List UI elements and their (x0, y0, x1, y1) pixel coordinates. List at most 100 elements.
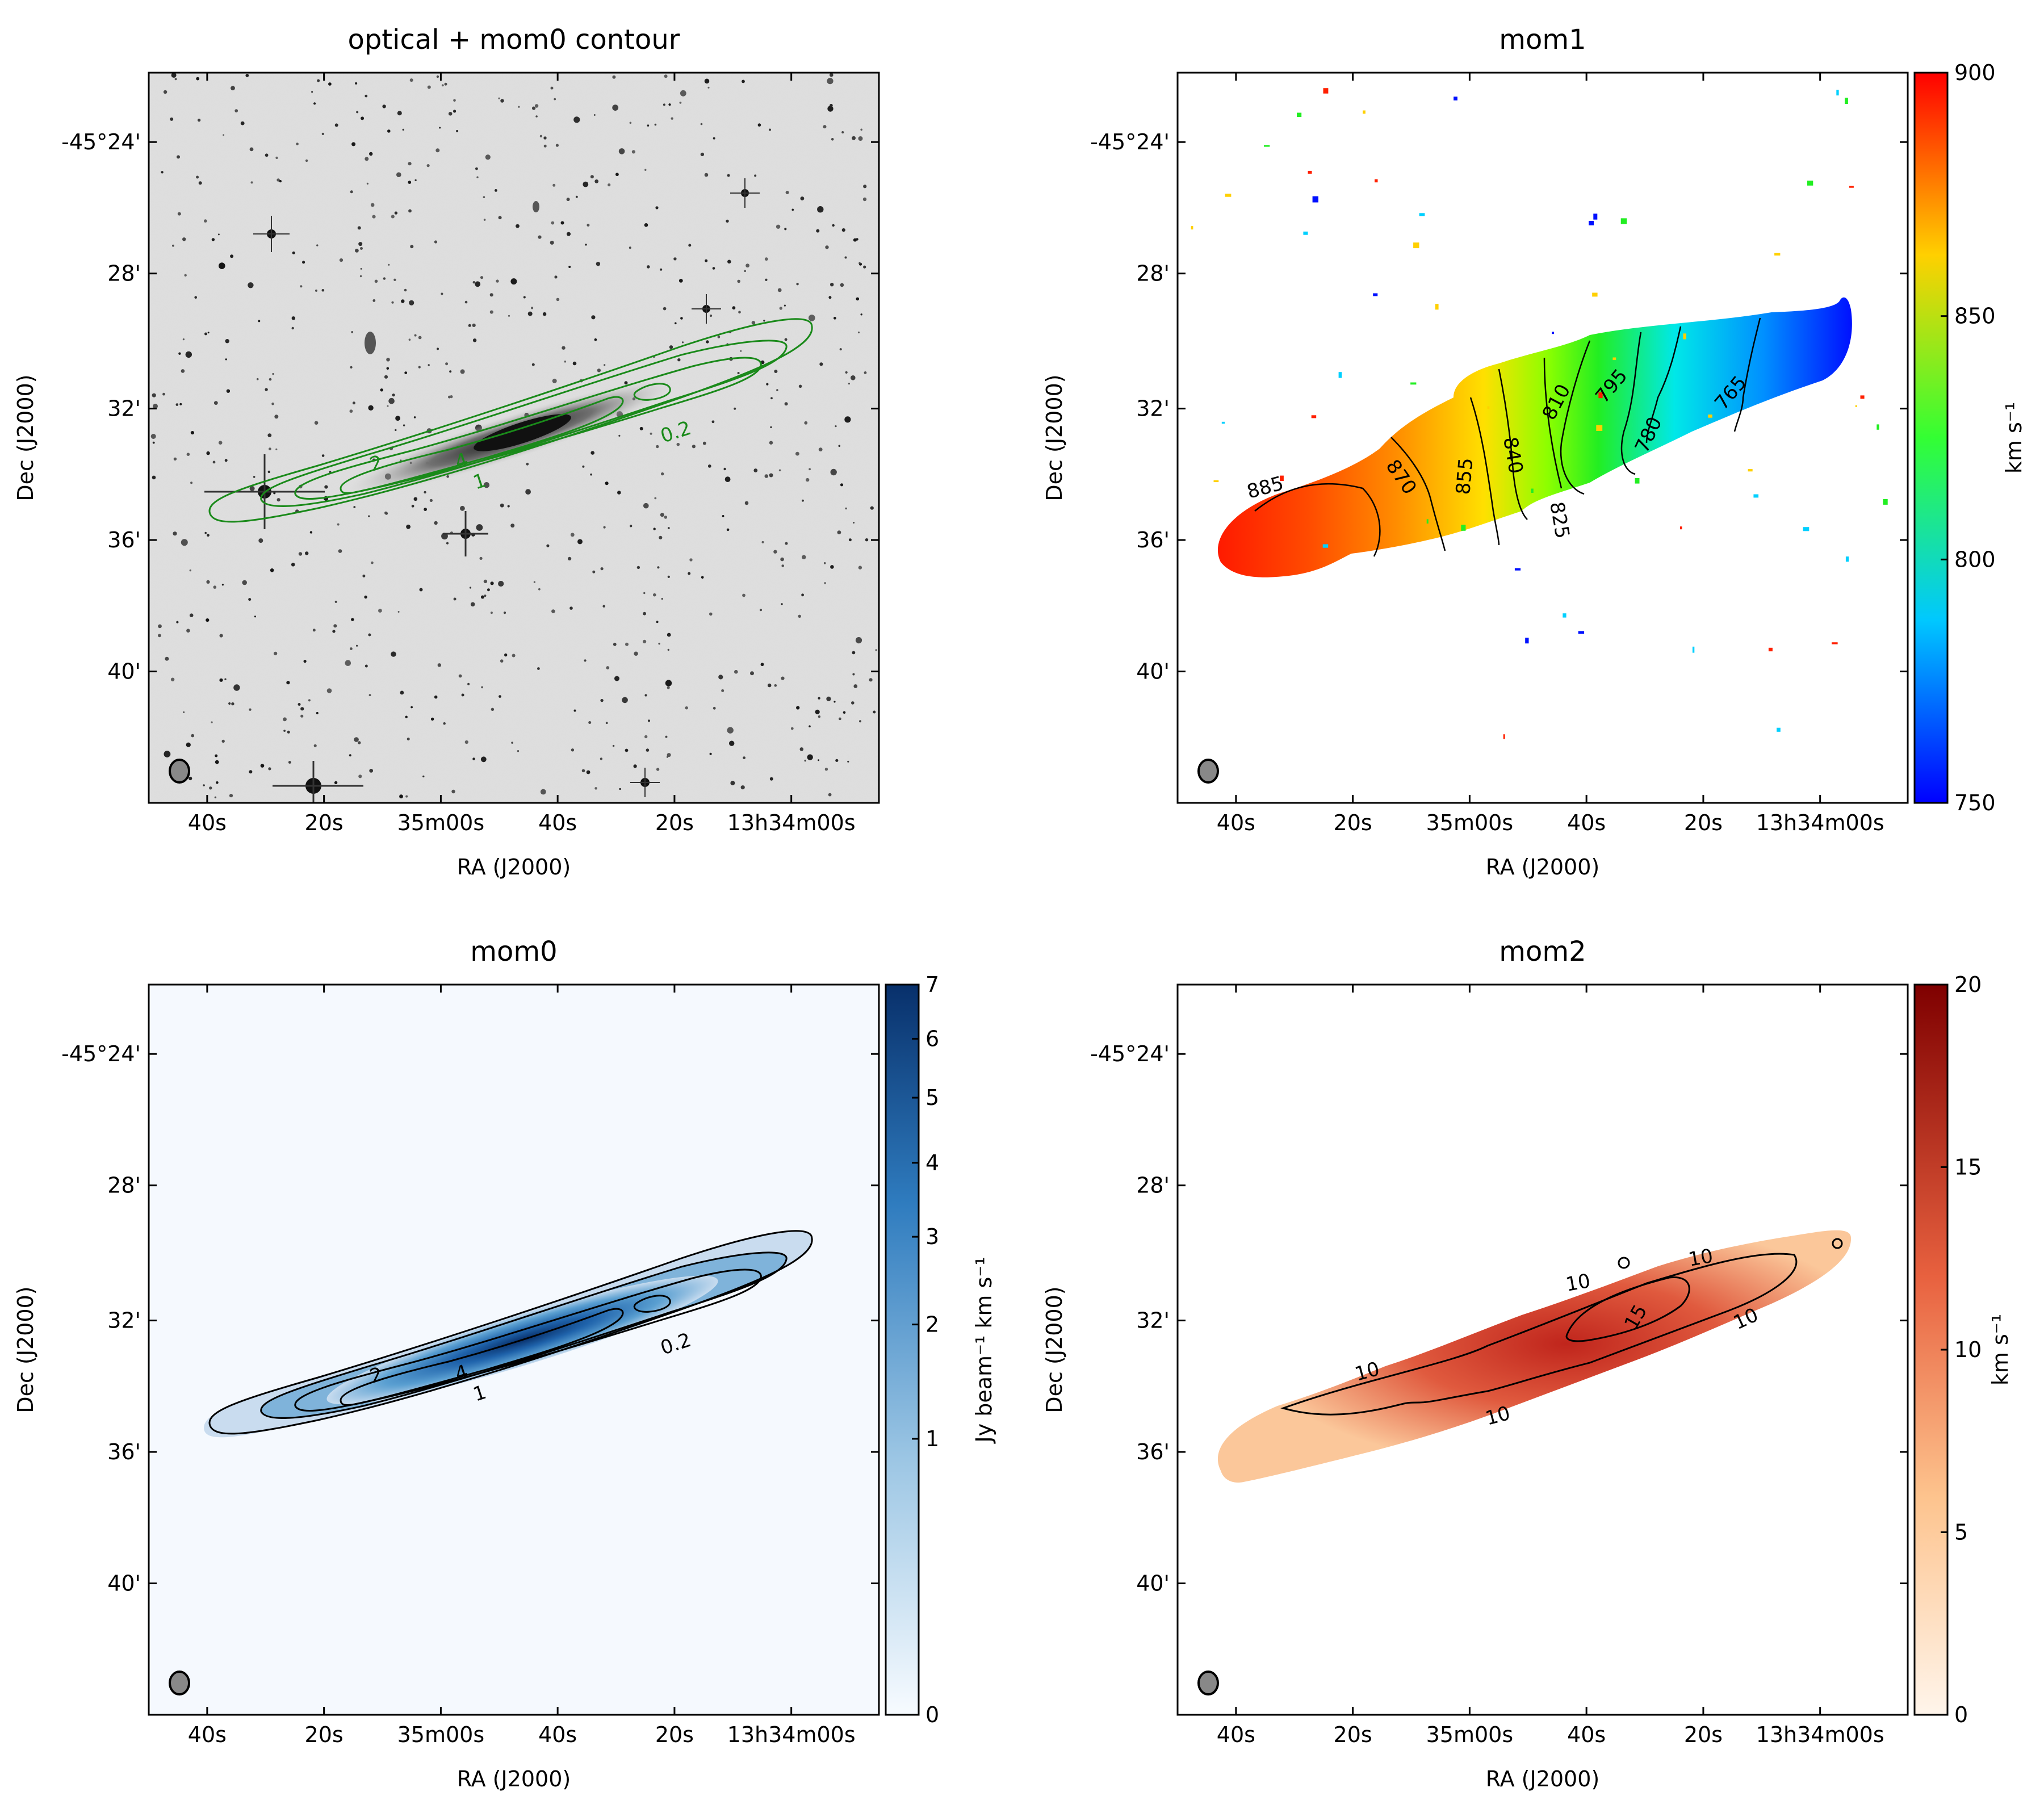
star (186, 453, 190, 456)
noise-pixel (1487, 406, 1490, 409)
star (451, 789, 455, 794)
star (380, 388, 383, 392)
star (317, 79, 320, 82)
star (825, 245, 829, 249)
star (511, 742, 513, 744)
star (496, 279, 499, 283)
star (669, 345, 673, 349)
noise-pixel (1807, 181, 1813, 186)
colorbar-tick-label: 10 (1954, 1337, 1982, 1362)
star (802, 499, 804, 502)
star (718, 675, 723, 680)
noise-pixel (1692, 646, 1695, 653)
star (726, 219, 729, 223)
star (177, 212, 181, 216)
star (475, 167, 478, 170)
star (681, 341, 684, 344)
star (472, 757, 475, 760)
star (388, 397, 395, 404)
noise-pixel (1855, 405, 1857, 407)
star (481, 686, 483, 689)
star (875, 649, 877, 651)
star (539, 135, 543, 137)
star (659, 535, 663, 539)
star (391, 651, 396, 657)
star (760, 663, 764, 667)
noise-pixel (1777, 727, 1781, 732)
star (405, 715, 408, 718)
star (424, 491, 426, 494)
star (848, 383, 850, 385)
star (692, 445, 696, 449)
star (150, 434, 156, 439)
star (838, 445, 841, 447)
star (172, 244, 174, 247)
star (630, 525, 633, 527)
star (219, 634, 223, 638)
star (533, 581, 536, 583)
star (639, 426, 643, 430)
star (858, 262, 861, 265)
star (189, 776, 192, 781)
star (234, 109, 238, 113)
star (458, 674, 462, 678)
star (828, 793, 832, 797)
star (535, 115, 538, 118)
y-tick-label: 32' (107, 1308, 141, 1333)
panel-title: mom1 (1499, 24, 1586, 56)
star (460, 369, 465, 374)
star (475, 281, 481, 287)
colorbar-tick-label: 900 (1954, 60, 1996, 85)
star (510, 524, 515, 528)
noise-pixel (1596, 425, 1603, 431)
mom0-contours (208, 1230, 813, 1435)
star (165, 656, 169, 661)
star (313, 102, 316, 105)
star (184, 274, 187, 277)
noise-pixel (1308, 170, 1312, 174)
star (841, 228, 845, 232)
star (228, 702, 231, 705)
noise-pixel (1280, 475, 1284, 482)
star (321, 289, 325, 292)
star (864, 371, 867, 374)
star (498, 97, 500, 99)
star (819, 362, 823, 366)
colorbar-tick-label: 5 (925, 1085, 939, 1110)
star (784, 228, 787, 231)
star (231, 702, 234, 706)
colorbar-tick-label: 800 (1954, 547, 1996, 572)
noise-pixel (1323, 88, 1329, 94)
star (360, 267, 362, 270)
star (209, 786, 212, 790)
star (350, 366, 353, 369)
star (334, 781, 338, 785)
noise-pixel (1598, 392, 1603, 399)
noise-pixel (1514, 568, 1521, 571)
x-axis-label: RA (J2000) (1486, 1766, 1600, 1791)
star (405, 795, 408, 798)
star (460, 505, 465, 511)
star (173, 531, 177, 536)
star (472, 338, 477, 342)
y-tick-label: 28' (107, 261, 141, 286)
star (226, 389, 231, 393)
noise-pixel (1221, 421, 1225, 424)
star (815, 709, 820, 714)
colorbar-tick-label: 7 (925, 972, 939, 997)
star (270, 568, 274, 572)
x-axis-label: RA (J2000) (457, 855, 571, 880)
star (479, 556, 483, 560)
star (552, 378, 557, 383)
y-tick-label: 32' (1136, 396, 1170, 421)
star (365, 157, 369, 161)
star (776, 389, 778, 391)
star (291, 326, 294, 330)
noise-pixel (1531, 488, 1534, 493)
star (254, 616, 256, 618)
star (250, 181, 253, 184)
y-tick-label: 32' (1136, 1308, 1170, 1333)
y-tick-label: 36' (1136, 1439, 1170, 1464)
star (313, 744, 317, 747)
noise-pixel (1845, 98, 1848, 104)
